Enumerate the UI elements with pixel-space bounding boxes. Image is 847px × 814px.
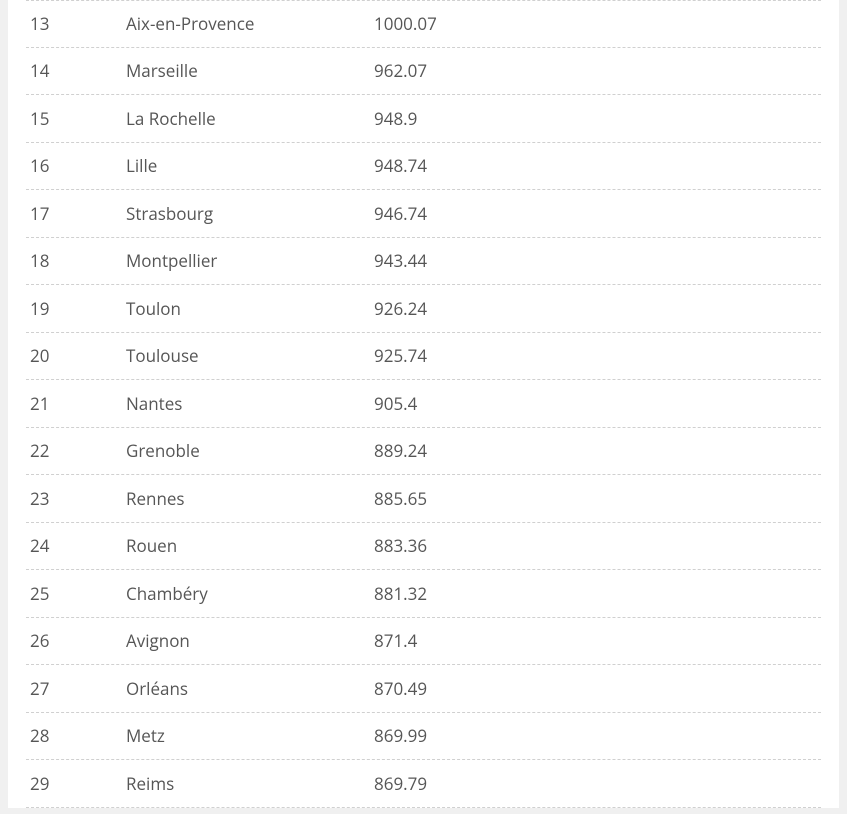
table-row: 16 Lille 948.74: [26, 143, 821, 191]
city-cell: Rennes: [126, 487, 374, 510]
value-cell: 881.32: [374, 582, 821, 605]
value-cell: 946.74: [374, 202, 821, 225]
table-row: 25 Chambéry 881.32: [26, 570, 821, 618]
rank-cell: 27: [26, 677, 126, 700]
table-row: 27 Orléans 870.49: [26, 665, 821, 713]
city-cell: Montpellier: [126, 249, 374, 272]
rank-cell: 26: [26, 629, 126, 652]
value-cell: 889.24: [374, 439, 821, 462]
table-outer-container: 13 Aix-en-Provence 1000.07 14 Marseille …: [0, 0, 847, 808]
city-cell: Avignon: [126, 629, 374, 652]
table-row: 28 Metz 869.99: [26, 713, 821, 761]
value-cell: 885.65: [374, 487, 821, 510]
value-cell: 926.24: [374, 297, 821, 320]
rank-cell: 20: [26, 344, 126, 367]
table-row: 29 Reims 869.79: [26, 760, 821, 808]
city-cell: Lille: [126, 154, 374, 177]
rank-cell: 23: [26, 487, 126, 510]
table-row: 26 Avignon 871.4: [26, 618, 821, 666]
rank-cell: 24: [26, 534, 126, 557]
value-cell: 869.99: [374, 724, 821, 747]
city-cell: Aix-en-Provence: [126, 12, 374, 35]
city-cell: Grenoble: [126, 439, 374, 462]
city-cell: Toulouse: [126, 344, 374, 367]
table-row: 15 La Rochelle 948.9: [26, 95, 821, 143]
table-row: 20 Toulouse 925.74: [26, 333, 821, 381]
table-row: 17 Strasbourg 946.74: [26, 190, 821, 238]
city-cell: Orléans: [126, 677, 374, 700]
value-cell: 948.74: [374, 154, 821, 177]
value-cell: 870.49: [374, 677, 821, 700]
rank-cell: 19: [26, 297, 126, 320]
city-cell: Toulon: [126, 297, 374, 320]
value-cell: 943.44: [374, 249, 821, 272]
rank-cell: 17: [26, 202, 126, 225]
rank-cell: 15: [26, 107, 126, 130]
value-cell: 905.4: [374, 392, 821, 415]
value-cell: 948.9: [374, 107, 821, 130]
city-cell: Strasbourg: [126, 202, 374, 225]
rank-cell: 21: [26, 392, 126, 415]
table-row: 19 Toulon 926.24: [26, 285, 821, 333]
city-cell: Marseille: [126, 59, 374, 82]
rank-cell: 16: [26, 154, 126, 177]
table-row: 21 Nantes 905.4: [26, 380, 821, 428]
table-row: 22 Grenoble 889.24: [26, 428, 821, 476]
city-cell: Chambéry: [126, 582, 374, 605]
rank-cell: 25: [26, 582, 126, 605]
city-cell: La Rochelle: [126, 107, 374, 130]
city-cell: Reims: [126, 772, 374, 795]
value-cell: 925.74: [374, 344, 821, 367]
rank-cell: 18: [26, 249, 126, 272]
table-row: 23 Rennes 885.65: [26, 475, 821, 523]
value-cell: 1000.07: [374, 12, 821, 35]
table-row: 18 Montpellier 943.44: [26, 238, 821, 286]
city-cell: Nantes: [126, 392, 374, 415]
table-row: 14 Marseille 962.07: [26, 48, 821, 96]
city-cell: Rouen: [126, 534, 374, 557]
rank-cell: 28: [26, 724, 126, 747]
value-cell: 883.36: [374, 534, 821, 557]
rank-cell: 22: [26, 439, 126, 462]
table-row: 24 Rouen 883.36: [26, 523, 821, 571]
rank-cell: 13: [26, 12, 126, 35]
table-row: 13 Aix-en-Provence 1000.07: [26, 0, 821, 48]
city-cell: Metz: [126, 724, 374, 747]
rank-cell: 14: [26, 59, 126, 82]
value-cell: 871.4: [374, 629, 821, 652]
value-cell: 869.79: [374, 772, 821, 795]
rank-cell: 29: [26, 772, 126, 795]
city-ranking-table: 13 Aix-en-Provence 1000.07 14 Marseille …: [8, 0, 839, 808]
value-cell: 962.07: [374, 59, 821, 82]
